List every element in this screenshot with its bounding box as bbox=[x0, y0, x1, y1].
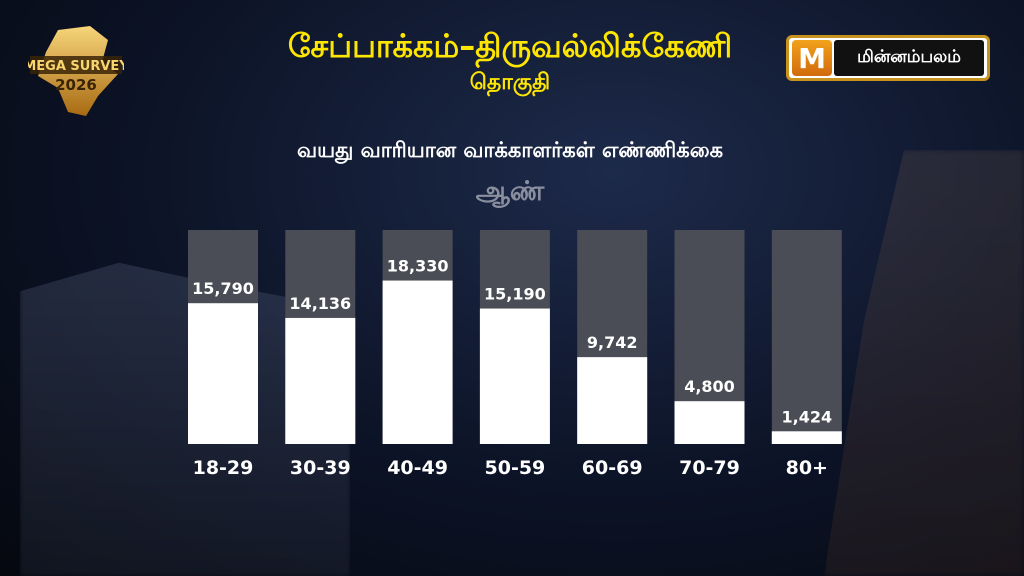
bar-70-79 bbox=[674, 401, 745, 444]
bar-80+ bbox=[771, 431, 842, 444]
value-label-40-49: 18,330 bbox=[387, 257, 449, 276]
category-label-80+: 80+ bbox=[786, 457, 828, 479]
category-label-70-79: 70-79 bbox=[679, 457, 740, 479]
category-label-18-29: 18-29 bbox=[193, 457, 254, 479]
category-label-50-59: 50-59 bbox=[485, 457, 546, 479]
value-label-60-69: 9,742 bbox=[587, 333, 638, 352]
brand-logo: M மின்னம்பலம் bbox=[786, 35, 990, 81]
category-label-40-49: 40-49 bbox=[387, 457, 448, 479]
value-label-50-59: 15,190 bbox=[484, 285, 546, 304]
value-label-18-29: 15,790 bbox=[192, 279, 254, 298]
page-title: சேப்பாக்கம்–திருவல்லிக்கேணி bbox=[287, 27, 733, 65]
bar-18-29 bbox=[188, 303, 258, 444]
bar-50-59 bbox=[479, 308, 550, 444]
chart-subtitle: ஆண் bbox=[475, 176, 545, 207]
value-label-30-39: 14,136 bbox=[289, 294, 351, 313]
brand-name: மின்னம்பலம் bbox=[834, 40, 984, 76]
badge-line1: MEGA SURVEY bbox=[28, 59, 124, 74]
value-label-70-79: 4,800 bbox=[684, 377, 735, 396]
bar-60-69 bbox=[577, 357, 648, 444]
mega-survey-logo: MEGA SURVEY 2026 bbox=[28, 26, 124, 116]
chart-title: வயது வாரியான வாக்காளர்கள் எண்ணிக்கை bbox=[296, 138, 724, 162]
page-subtitle: தொகுதி bbox=[469, 70, 551, 95]
bar-40-49 bbox=[382, 280, 453, 444]
bar-track-80+ bbox=[771, 230, 842, 444]
category-label-30-39: 30-39 bbox=[290, 457, 351, 479]
brand-mark-icon: M bbox=[792, 40, 832, 76]
badge-line2: 2026 bbox=[55, 76, 97, 94]
category-label-60-69: 60-69 bbox=[582, 457, 643, 479]
bar-30-39 bbox=[285, 317, 356, 444]
value-label-80+: 1,424 bbox=[781, 407, 832, 426]
